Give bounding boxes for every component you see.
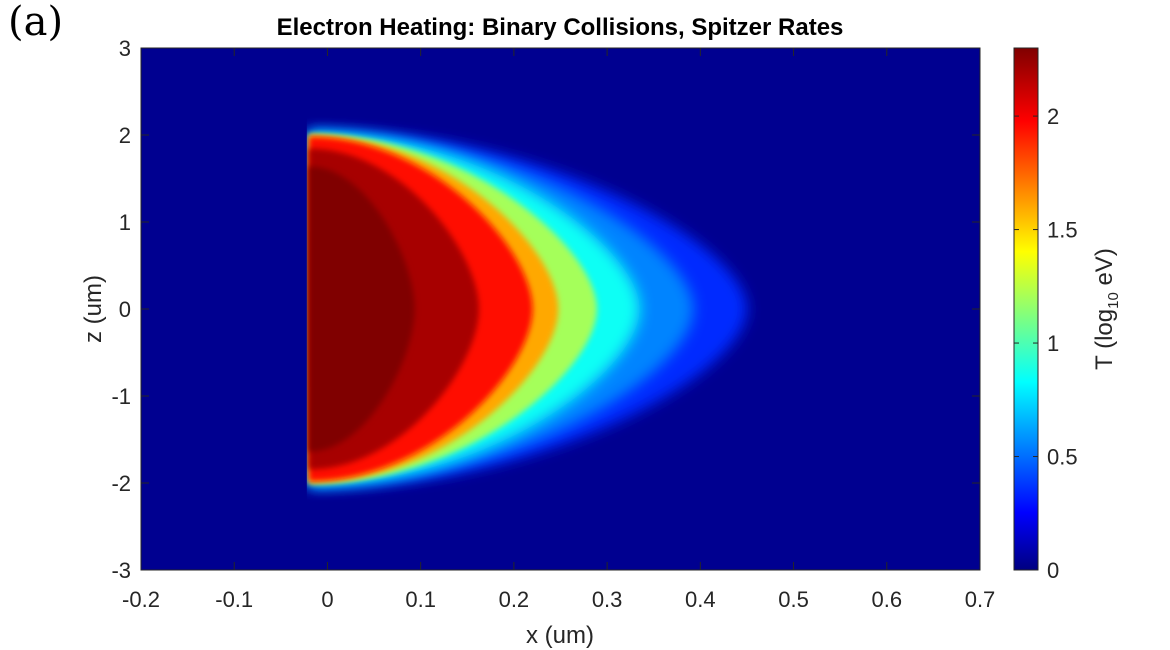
cold-region: [141, 48, 307, 570]
y-tick-label: 3: [119, 36, 131, 61]
colorbar-label: T (log10 eV): [1091, 248, 1122, 370]
colorbar-tick-label: 0: [1047, 558, 1059, 583]
x-tick-label: 0.5: [778, 587, 809, 612]
y-tick-label: 2: [119, 123, 131, 148]
colorbar-ticks: 0 0.5 1 1.5 2: [1014, 104, 1078, 583]
colorbar-tick-label: 0.5: [1047, 445, 1078, 470]
x-tick-label: 0.6: [871, 587, 902, 612]
colorbar-label-subscript: 10: [1105, 292, 1122, 309]
x-tick-label: 0.2: [499, 587, 530, 612]
x-tick-label: -0.2: [122, 587, 160, 612]
x-tick-label: 0.3: [592, 587, 623, 612]
y-axis-label: z (um): [80, 275, 107, 343]
colorbar-gradient: [1013, 47, 1039, 571]
x-tick-label: -0.1: [215, 587, 253, 612]
y-tick-label: -1: [111, 384, 131, 409]
plot-area: [140, 47, 981, 571]
heat-region: [141, 48, 747, 570]
colorbar-label-suffix: eV): [1091, 248, 1118, 292]
x-tick-label: 0.1: [405, 587, 436, 612]
colorbar: 0 0.5 1 1.5 2 T (log10 eV): [1013, 47, 1122, 583]
colorbar-label-prefix: T (log: [1091, 309, 1118, 370]
x-tick-label: 0.7: [965, 587, 996, 612]
chart-title: Electron Heating: Binary Collisions, Spi…: [276, 14, 844, 41]
heat-contour: [308, 166, 415, 452]
panel-label: (a): [8, 0, 64, 45]
y-tick-label: 0: [119, 297, 131, 322]
x-axis: -0.2 -0.1 0 0.1 0.2 0.3 0.4 0.5 0.6 0.7: [122, 48, 995, 612]
x-tick-label: 0.4: [685, 587, 716, 612]
colorbar-tick-label: 1.5: [1047, 218, 1078, 243]
y-tick-label: -3: [111, 558, 131, 583]
colorbar-tick-label: 1: [1047, 331, 1059, 356]
colorbar-tick-label: 2: [1047, 104, 1059, 129]
x-axis-label: x (um): [526, 622, 594, 649]
x-tick-label: 0: [321, 587, 333, 612]
y-tick-label: -2: [111, 471, 131, 496]
y-tick-label: 1: [119, 210, 131, 235]
y-axis: -3 -2 -1 0 1 2 3: [111, 36, 980, 583]
